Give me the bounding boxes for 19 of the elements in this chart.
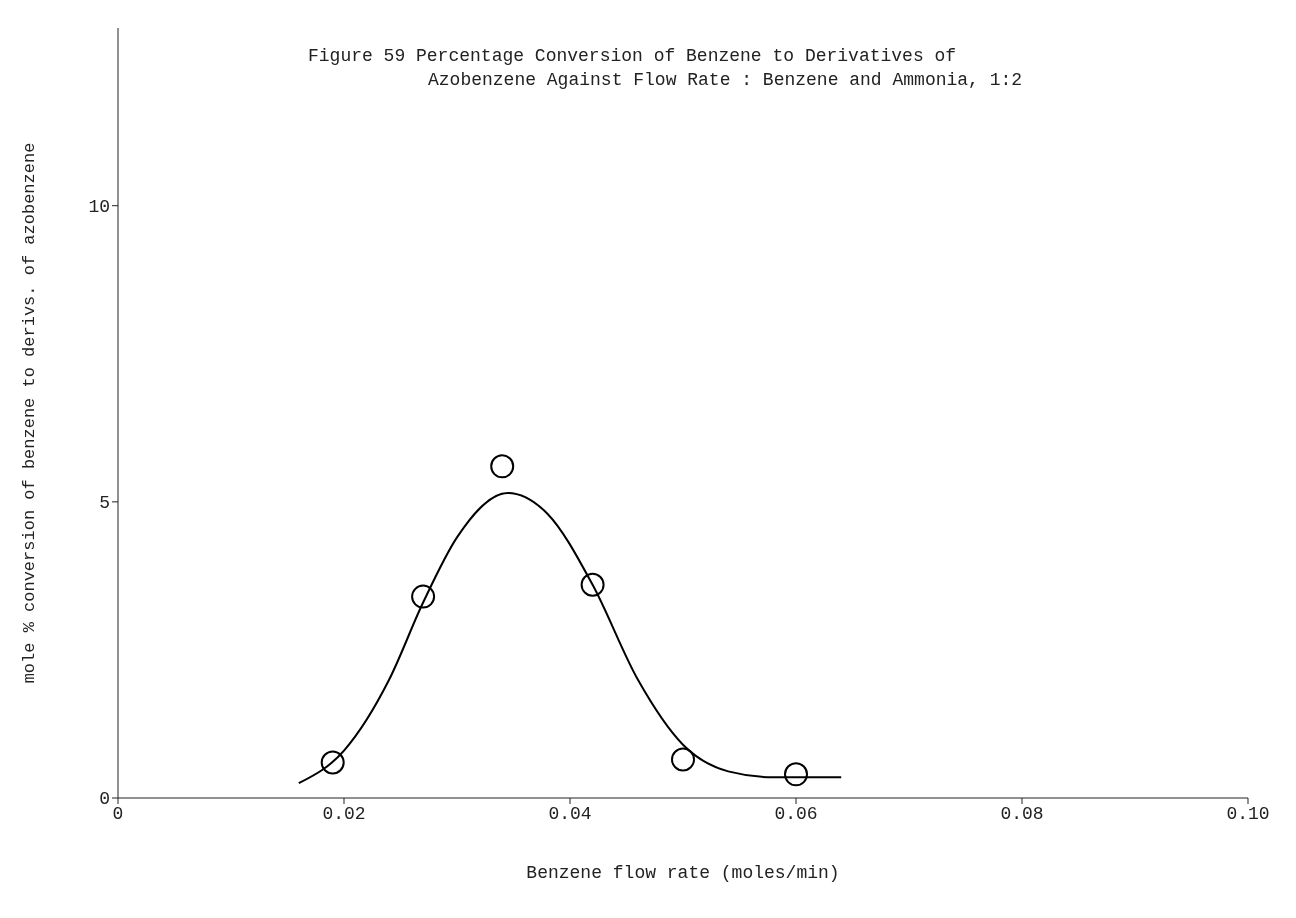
point — [320, 750, 345, 775]
y-tick-label: 10 — [88, 197, 110, 218]
x-tick-label: 0 — [112, 803, 124, 824]
x-tick-label: 0.04 — [548, 803, 592, 824]
x-tick-label: 0.08 — [1000, 803, 1044, 824]
text: Figure 59 Percentage Conversion of Benzene to Derivatives of Azobenzene Against Flow Rate : Benzene and Ammonia, 1:2 — [308, 45, 1023, 92]
x-tick-label: 0.02 — [322, 803, 366, 824]
line-series — [297, 491, 843, 785]
point — [580, 572, 605, 597]
point — [490, 454, 515, 479]
x-tick-label: 0.06 — [774, 803, 818, 824]
point — [411, 584, 436, 609]
y-tick-label: 5 — [99, 493, 110, 514]
x-tick-label: 0.10 — [1226, 803, 1270, 824]
x-axis-title: Benzene flow rate (moles/min) — [526, 863, 840, 883]
point — [784, 762, 808, 787]
y-tick-label: 0 — [99, 789, 110, 810]
y-axis-title: mole % conversion of benzene to derivs. of azobenzene — [20, 142, 40, 684]
point — [671, 747, 695, 772]
